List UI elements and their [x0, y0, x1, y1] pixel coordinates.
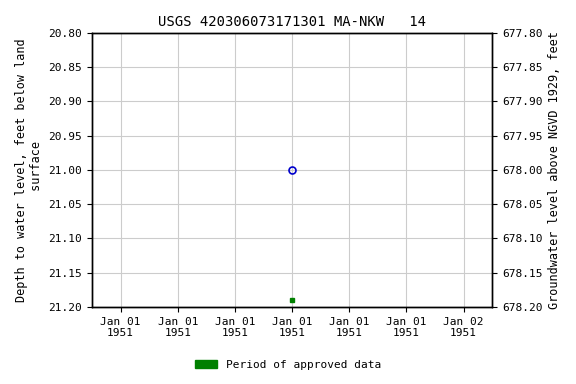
Title: USGS 420306073171301 MA-NKW   14: USGS 420306073171301 MA-NKW 14 — [158, 15, 426, 29]
Legend: Period of approved data: Period of approved data — [191, 356, 385, 375]
Y-axis label: Groundwater level above NGVD 1929, feet: Groundwater level above NGVD 1929, feet — [548, 31, 561, 309]
Y-axis label: Depth to water level, feet below land
 surface: Depth to water level, feet below land su… — [15, 38, 43, 302]
